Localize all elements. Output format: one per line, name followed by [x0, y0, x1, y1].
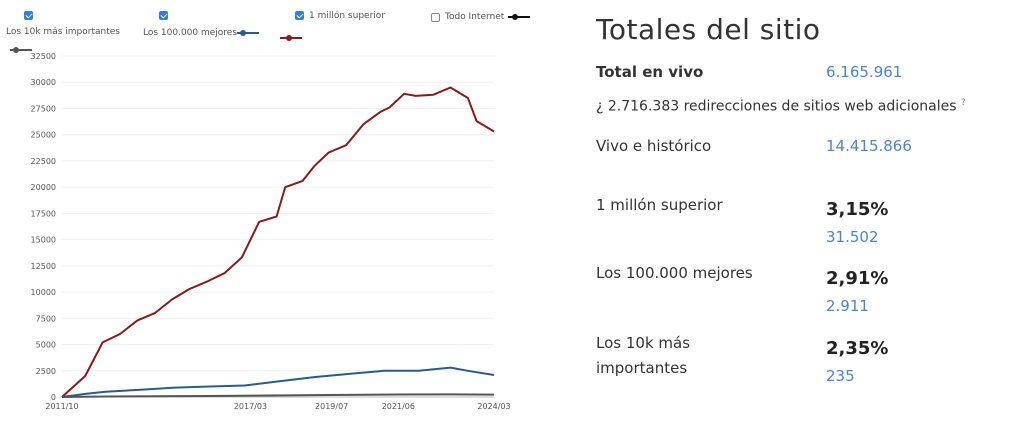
top-10k-count[interactable]: 235 [826, 367, 855, 385]
series-line-1 [61, 366, 495, 398]
x-tick-label: 2017/03 [234, 402, 267, 411]
x-tick-label: 2019/07 [315, 402, 348, 411]
y-tick-label: 7500 [36, 314, 56, 323]
site-totals-panel: Totales del sitio Total en vivo 6.165.96… [590, 0, 1010, 422]
legend-label-top-100k: Los 100.000 mejores [143, 28, 238, 38]
site-totals-title: Totales del sitio [596, 13, 821, 46]
legend-swatch-top-10k [10, 47, 32, 53]
chart-grid [62, 55, 494, 398]
top-100k-percent: 2,91% [826, 268, 889, 289]
series-line-2 [61, 393, 495, 398]
help-icon[interactable]: ? [961, 98, 966, 108]
legend-checkbox-top-1m[interactable] [295, 11, 304, 20]
y-tick-label: 5000 [36, 341, 56, 350]
y-tick-label: 30000 [31, 78, 56, 87]
x-tick-label: 2024/03 [477, 402, 510, 411]
line-chart: 0 2500 5000 7500 10000 12500 15000 17500 20000 22… [31, 52, 511, 411]
x-tick-label: 2011/10 [45, 402, 78, 411]
y-tick-label: 0 [51, 393, 56, 402]
live-total-value[interactable]: 6.165.961 [826, 63, 903, 81]
top-10k-label-line2: importantes [596, 359, 688, 377]
live-total-label: Total en vivo [596, 63, 704, 81]
y-tick-label: 25000 [31, 131, 56, 140]
y-tick-label: 20000 [31, 183, 56, 192]
top-1m-percent: 3,15% [826, 199, 889, 220]
legend-label-whole-internet: Todo Internet [445, 12, 505, 22]
y-tick-label: 15000 [31, 236, 56, 245]
y-tick-label: 32500 [31, 52, 56, 61]
historic-label: Vivo e histórico [596, 137, 712, 155]
y-tick-label: 12500 [31, 262, 56, 271]
historic-value[interactable]: 14.415.866 [826, 137, 912, 155]
y-tick-label: 17500 [31, 209, 56, 218]
series-line-0 [61, 86, 495, 398]
legend-label-top-1m: 1 millón superior [309, 11, 385, 21]
legend-swatch-whole-internet [508, 14, 530, 20]
legend-label-top-10k: Los 10k más importantes [6, 27, 120, 37]
redirects-note-text: ¿ 2.716.383 redirecciones de sitios web … [596, 98, 957, 115]
y-axis-ticks: 0 2500 5000 7500 10000 12500 15000 17500 20000 22… [31, 52, 56, 402]
top-100k-label: Los 100.000 mejores [596, 264, 753, 282]
y-tick-label: 27500 [31, 104, 56, 113]
x-axis-ticks: 2011/10 2017/03 2019/07 2021/06 2024/03 [45, 402, 510, 411]
top-100k-count[interactable]: 2.911 [826, 297, 869, 315]
redirects-note: ¿ 2.716.383 redirecciones de sitios web … [596, 98, 966, 115]
chart-legend: Los 10k más importantes Los 100.000 mejo… [0, 0, 560, 60]
legend-checkbox-top-100k[interactable] [159, 11, 168, 20]
legend-swatch-top-100k [237, 30, 259, 36]
top-1m-count[interactable]: 31.502 [826, 228, 879, 246]
x-tick-label: 2021/06 [382, 402, 415, 411]
top-1m-label: 1 millón superior [596, 196, 723, 214]
legend-checkbox-whole-internet[interactable] [431, 13, 440, 22]
legend-checkbox-top-10k[interactable] [24, 11, 33, 20]
legend-swatch-top-1m [280, 35, 302, 41]
chart-series [61, 86, 495, 398]
top-10k-percent: 2,35% [826, 338, 889, 359]
y-tick-label: 2500 [36, 367, 56, 376]
y-tick-label: 22500 [31, 157, 56, 166]
top-10k-label-line1: Los 10k más [596, 334, 691, 352]
y-tick-label: 10000 [31, 288, 56, 297]
